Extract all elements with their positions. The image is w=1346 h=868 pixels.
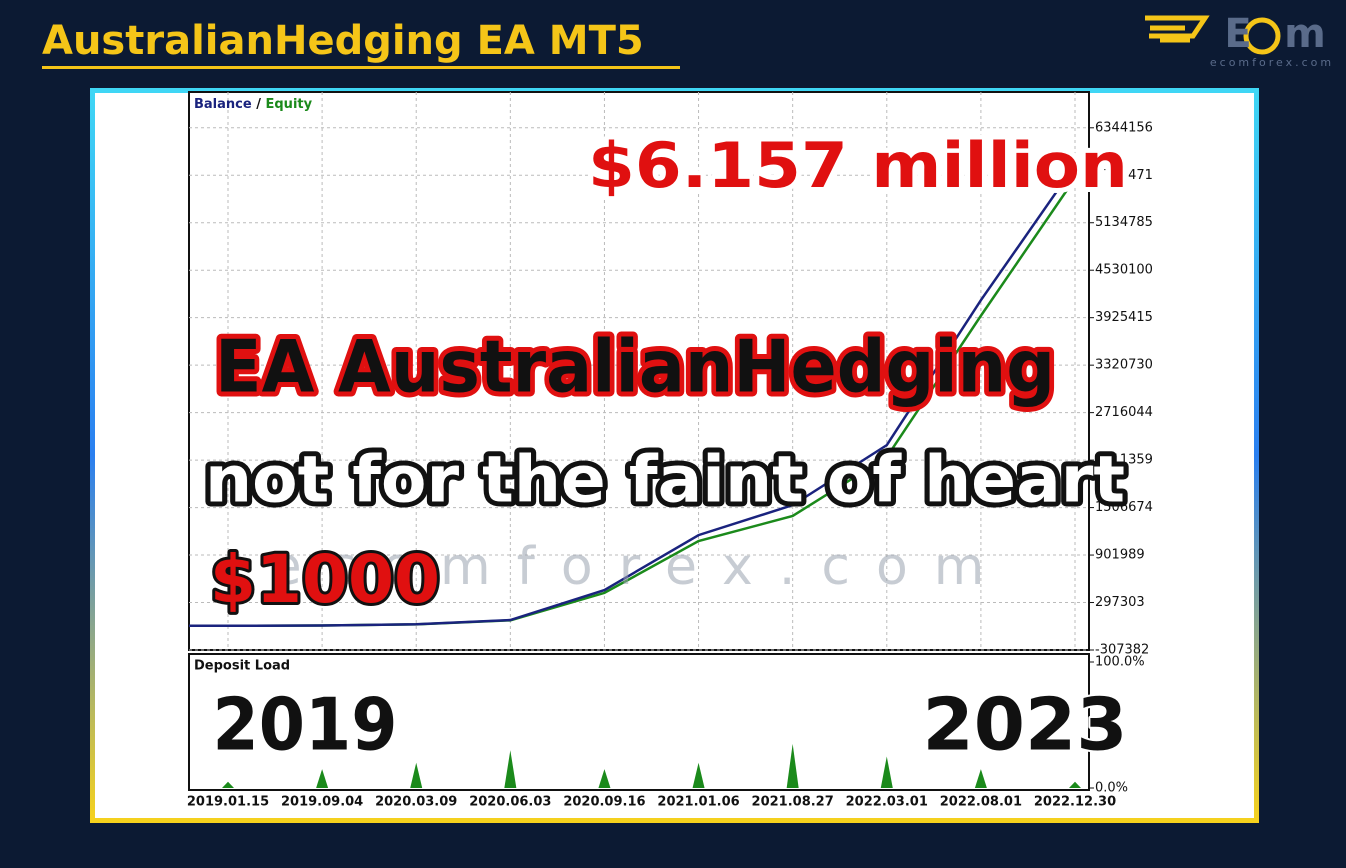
y-tick-label: 1506674	[1095, 500, 1153, 515]
x-tick-label: 2021.08.27	[752, 795, 834, 810]
load-spike	[786, 743, 799, 788]
y-tick-label: 0.0%	[1095, 781, 1128, 796]
load-spike	[880, 756, 893, 788]
year-end: 2023	[923, 683, 1128, 767]
y-tick-label: 3320730	[1095, 358, 1153, 373]
x-tick-label: 2022.03.01	[846, 795, 928, 810]
page-title: AustralianHedging EA MT5	[42, 18, 644, 64]
logo: E m ecomforex.com	[1145, 11, 1334, 69]
panel-title: Deposit Load	[194, 659, 290, 674]
plot-area	[188, 91, 1090, 651]
load-spike	[1069, 781, 1081, 788]
load-spike	[222, 781, 234, 788]
y-tick-label: 2111359	[1095, 453, 1153, 468]
logo-text: ecomforex.com	[1210, 56, 1334, 69]
load-spike	[504, 750, 517, 788]
legend-entry: Equity	[266, 97, 313, 112]
x-tick-label: 2020.03.09	[375, 795, 457, 810]
x-tick-label: 2020.09.16	[563, 795, 645, 810]
y-tick-label: 3925415	[1095, 310, 1153, 325]
y-tick-label: 5134785	[1095, 215, 1153, 230]
y-tick-label: -307382	[1095, 643, 1149, 658]
result-text: $6.157 million	[588, 129, 1128, 202]
svg-text:E: E	[1224, 11, 1251, 57]
y-tick-label: 297303	[1095, 595, 1145, 610]
svg-text:m: m	[1284, 11, 1326, 57]
legend-entry: Balance	[194, 97, 252, 112]
y-tick-label: 2716044	[1095, 405, 1153, 420]
x-tick-label: 2019.01.15	[187, 795, 269, 810]
load-spike	[598, 769, 611, 788]
x-tick-label: 2020.06.03	[469, 795, 551, 810]
series-line	[189, 164, 1077, 628]
y-tick-label: 6344156	[1095, 120, 1153, 135]
y-tick-label: 5739471	[1095, 168, 1153, 183]
load-spike	[692, 762, 705, 788]
start-text: $1000	[210, 541, 440, 618]
x-tick-label: 2019.09.04	[281, 795, 363, 810]
x-tick-label: 2022.08.01	[940, 795, 1022, 810]
headline-text: EA AustralianHedging	[215, 325, 1055, 409]
load-spike	[410, 762, 423, 788]
x-tick-label: 2021.01.06	[657, 795, 739, 810]
y-tick-label: 100.0%	[1095, 655, 1145, 670]
legend: Balance / Equity	[194, 97, 313, 112]
deposit-area	[188, 653, 1090, 791]
x-tick-label: 2022.12.30	[1034, 795, 1116, 810]
tagline-text: not for the faint of heart	[205, 444, 1125, 518]
y-tick-label: 4530100	[1095, 263, 1153, 278]
watermark: ecomforex.com	[270, 537, 1011, 597]
load-spike	[316, 769, 329, 788]
year-start: 2019	[213, 683, 398, 767]
load-spike	[974, 769, 987, 788]
y-tick-label: 901989	[1095, 548, 1145, 563]
title-underline	[42, 66, 680, 69]
